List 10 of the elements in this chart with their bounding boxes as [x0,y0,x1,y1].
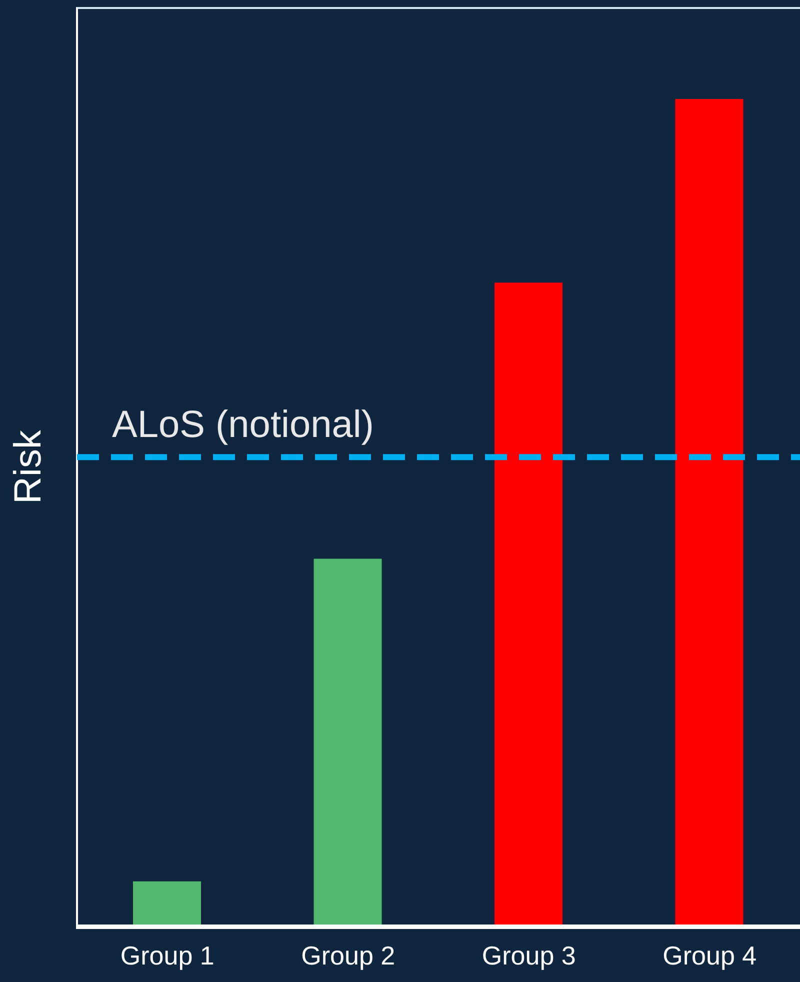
y-axis-title: Risk [7,429,50,504]
bar [494,282,562,926]
x-tick-label: Group 3 [482,940,576,970]
bar [133,881,201,926]
bar [675,98,744,926]
x-tick-label: Group 2 [301,940,396,970]
ref-line-label: ALoS (notional) [112,404,374,446]
x-tick-label: Group 1 [120,940,214,970]
x-tick-label: Group 4 [662,940,757,970]
bar [314,558,382,926]
